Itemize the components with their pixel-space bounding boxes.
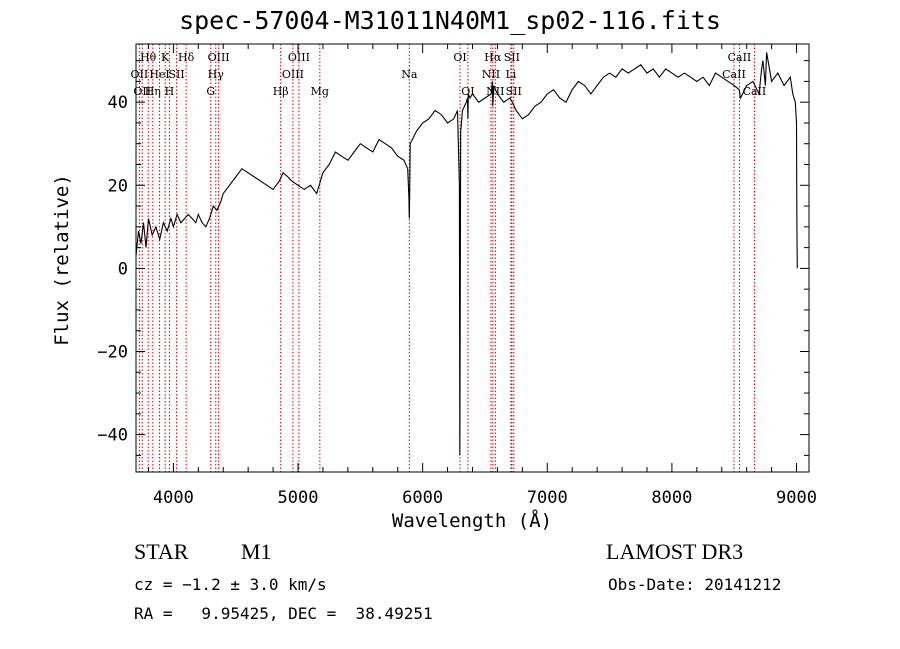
line-marker-label: SII bbox=[504, 51, 520, 64]
x-tick-label: 9000 bbox=[776, 488, 817, 508]
line-marker-label: CaII bbox=[743, 85, 767, 98]
line-marker-label: Li bbox=[505, 68, 516, 81]
x-tick-label: 5000 bbox=[278, 488, 319, 508]
plot-frame bbox=[135, 43, 810, 473]
line-marker-label: G bbox=[206, 85, 215, 98]
line-marker-label: H bbox=[165, 85, 175, 98]
line-marker-label: SII bbox=[169, 68, 185, 81]
line-marker-label: HeI bbox=[149, 68, 169, 81]
y-tick-label: −40 bbox=[97, 426, 128, 446]
observation-date: Obs-Date: 20141212 bbox=[608, 575, 782, 594]
line-marker-label: Hα bbox=[484, 51, 502, 64]
line-markers bbox=[138, 44, 755, 472]
y-axis-label: Flux (relative) bbox=[51, 174, 73, 346]
object-subclass: M1 bbox=[241, 539, 272, 564]
x-tick-label: 4000 bbox=[153, 488, 194, 508]
x-tick-label: 6000 bbox=[402, 488, 443, 508]
x-axis-ticks: 4000 5000 6000 7000 8000 9000 bbox=[147, 44, 817, 508]
line-marker-label: K bbox=[161, 51, 170, 64]
survey-name: LAMOST DR3 bbox=[606, 539, 744, 564]
y-tick-label: −20 bbox=[97, 342, 128, 362]
line-marker-label: SII bbox=[506, 85, 522, 98]
line-marker-label: Na bbox=[401, 68, 418, 81]
spectrum-line bbox=[135, 52, 798, 456]
line-marker-label: Hγ bbox=[208, 68, 225, 81]
line-marker-label: OIII bbox=[208, 51, 230, 64]
x-tick-label: 8000 bbox=[651, 488, 692, 508]
line-marker-label: OIII bbox=[282, 68, 304, 81]
chart-title: spec-57004-M31011N40M1_sp02-116.fits bbox=[179, 6, 721, 35]
y-tick-label: 20 bbox=[108, 176, 128, 196]
y-tick-label: 40 bbox=[108, 93, 128, 113]
redshift-readout: cz = −1.2 ± 3.0 km/s bbox=[134, 575, 327, 594]
line-marker-label: OII bbox=[133, 85, 151, 98]
y-tick-label: 0 bbox=[118, 259, 128, 279]
line-marker-label: Hθ bbox=[140, 51, 157, 64]
object-class: STAR bbox=[134, 539, 189, 564]
line-marker-label: CaII bbox=[728, 51, 752, 64]
line-marker-label: OIII bbox=[288, 51, 310, 64]
line-marker-label: OI bbox=[461, 85, 474, 98]
line-marker-label: NII bbox=[482, 68, 500, 81]
line-marker-labels: OII OII Hθ Hη HeI K H SII Hδ G Hγ OIII Hβ OIII OIII Mg N… bbox=[131, 51, 767, 98]
line-marker-label: Mg bbox=[311, 85, 329, 98]
y-axis-ticks: −40 −20 0 20 40 bbox=[97, 60, 809, 456]
coordinates-readout: RA = 9.95425, DEC = 38.49251 bbox=[134, 604, 433, 623]
line-marker-label: OI bbox=[453, 51, 466, 64]
line-marker-label: CaII bbox=[722, 68, 746, 81]
x-axis-label: Wavelength (Å) bbox=[391, 510, 553, 532]
line-marker-label: Hδ bbox=[178, 51, 195, 64]
line-marker-label: Hη bbox=[145, 85, 161, 98]
line-marker-label: OII bbox=[131, 68, 149, 81]
line-marker-label: Hβ bbox=[273, 85, 289, 98]
x-tick-label: 7000 bbox=[527, 488, 568, 508]
